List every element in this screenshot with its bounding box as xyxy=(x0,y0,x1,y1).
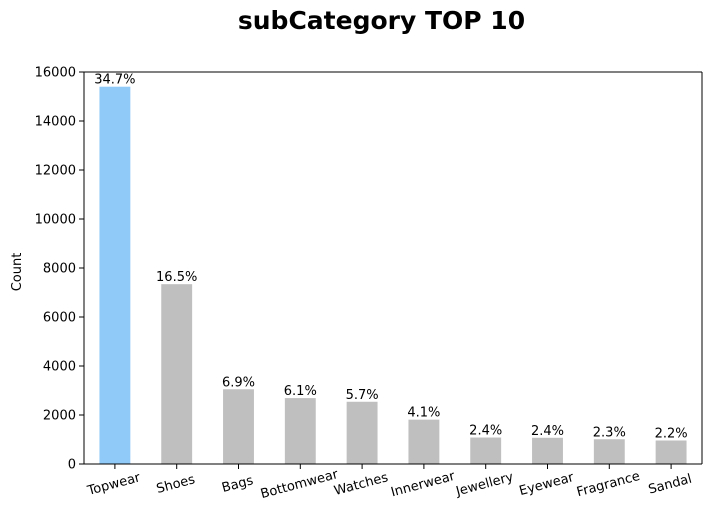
data-label: 6.1% xyxy=(284,384,317,399)
y-tick-label: 16000 xyxy=(35,66,76,81)
data-label: 34.7% xyxy=(94,73,135,88)
data-label: 6.9% xyxy=(222,375,255,390)
bar-innerwear xyxy=(408,419,440,464)
x-tick-label: Bottomwear xyxy=(259,467,340,502)
y-tick-label: 6000 xyxy=(43,311,76,326)
bar-bottomwear xyxy=(284,398,316,464)
bar-bags xyxy=(223,389,254,464)
bar-shoes xyxy=(161,284,193,464)
x-tick-label: Sandal xyxy=(647,472,694,498)
y-tick-label: 14000 xyxy=(35,115,76,130)
bar-fragrance xyxy=(593,439,625,464)
data-label: 5.7% xyxy=(346,388,379,403)
x-tick-label: Watches xyxy=(333,470,390,499)
x-tick-label: Shoes xyxy=(155,472,197,497)
bar-eyewear xyxy=(532,437,563,464)
bar-watches xyxy=(346,401,378,464)
bar-sandal xyxy=(655,440,687,464)
y-tick-label: 2000 xyxy=(43,409,76,424)
y-tick-label: 12000 xyxy=(35,164,76,179)
y-tick-label: 4000 xyxy=(43,360,76,375)
x-tick-label: Bags xyxy=(220,473,255,496)
bar-topwear xyxy=(99,86,131,464)
y-tick-label: 8000 xyxy=(43,262,76,277)
data-label: 2.4% xyxy=(469,424,502,439)
x-tick-label: Topwear xyxy=(85,470,143,499)
data-label: 16.5% xyxy=(156,270,197,285)
chart-title: subCategory TOP 10 xyxy=(237,6,526,35)
y-axis-label: Count xyxy=(10,253,25,292)
data-label: 2.3% xyxy=(593,425,626,440)
y-tick-label: 10000 xyxy=(35,213,76,228)
x-tick-label: Fragrance xyxy=(575,469,641,500)
data-label: 4.1% xyxy=(407,406,440,421)
bar-jewellery xyxy=(470,437,502,464)
data-label: 2.4% xyxy=(531,424,564,439)
data-label: 2.2% xyxy=(655,426,688,441)
x-tick-label: Eyewear xyxy=(518,470,576,499)
x-tick-label: Innerwear xyxy=(389,469,457,501)
x-tick-label: Jewellery xyxy=(454,470,516,500)
y-tick-label: 0 xyxy=(68,458,76,473)
